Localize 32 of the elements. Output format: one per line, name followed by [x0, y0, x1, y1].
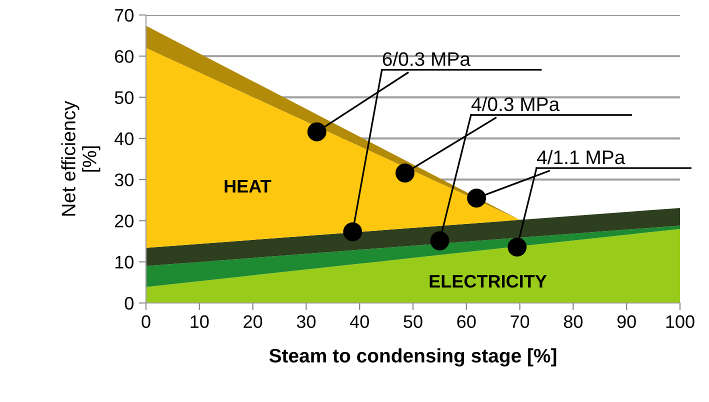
- y-tick-label: 0: [124, 296, 134, 310]
- x-tick-label: 90: [617, 315, 636, 328]
- point: [508, 238, 527, 257]
- point: [467, 188, 486, 208]
- x-tick-label: 10: [190, 315, 209, 328]
- y-axis-title: Net efficiency [%]: [61, 100, 100, 216]
- y-tick-label: 30: [114, 174, 134, 186]
- x-tick-label: 70: [510, 315, 530, 328]
- annotation: 4/1.1 MPa: [536, 150, 626, 164]
- point: [343, 222, 362, 242]
- y-tick-label: 20: [115, 214, 134, 228]
- y-tick-label: 60: [115, 50, 134, 63]
- y-tick-label: 70: [115, 8, 134, 22]
- annotation: 4/0.3 MPa: [471, 96, 560, 112]
- y-tick-label: 40: [114, 132, 134, 146]
- x-tick-label: 40: [350, 315, 369, 328]
- annotation: 6/0.3 MPa: [382, 52, 471, 66]
- y-tick-label: 50: [114, 91, 134, 104]
- x-tick-label: 50: [404, 315, 422, 328]
- x-tick-label: 0: [142, 315, 150, 328]
- annotation: ELECTRICITY: [430, 274, 547, 288]
- x-tick-label: 20: [244, 315, 262, 328]
- x-tick-label: 80: [564, 315, 583, 328]
- point: [307, 122, 326, 142]
- x-tick-label: 100: [666, 315, 694, 328]
- point: [396, 164, 414, 182]
- y-tick-label: 10: [115, 256, 134, 269]
- x-tick-label: 30: [296, 315, 316, 328]
- x-tick-label: 60: [457, 315, 476, 328]
- point: [430, 231, 450, 250]
- annotation: HEAT: [224, 180, 272, 192]
- x-axis-title: Steam to condensing stage [%]: [269, 348, 556, 367]
